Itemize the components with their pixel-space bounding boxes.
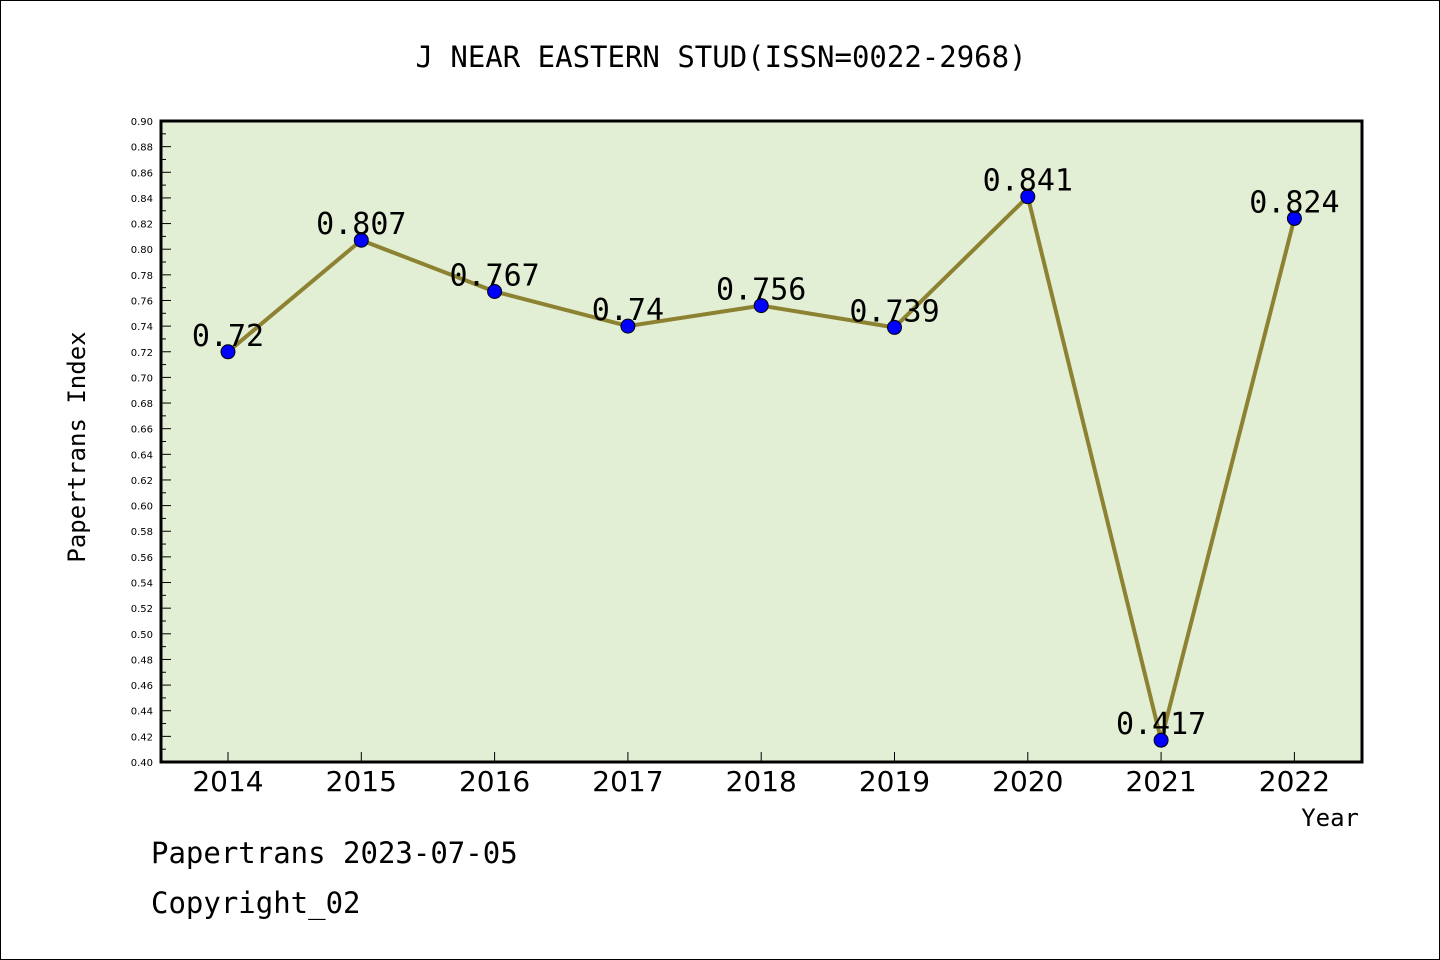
y-tick-label: 0.66 xyxy=(131,425,153,436)
x-tick-label: 2015 xyxy=(326,765,397,798)
data-point xyxy=(220,344,236,360)
y-tick-label: 0.70 xyxy=(131,373,153,384)
data-label: 0.74 xyxy=(592,293,664,328)
data-label: 0.72 xyxy=(192,319,264,354)
y-tick-label: 0.68 xyxy=(131,399,153,410)
x-tick-label: 2017 xyxy=(592,765,663,798)
data-point xyxy=(487,284,503,300)
y-tick-label: 0.88 xyxy=(131,143,153,154)
footer-copyright-line: Copyright_02 xyxy=(151,886,361,920)
y-tick-label: 0.58 xyxy=(131,527,153,538)
y-tick-label: 0.46 xyxy=(131,681,153,692)
y-tick-label: 0.44 xyxy=(131,707,153,718)
data-point xyxy=(1020,189,1036,205)
y-tick-label: 0.42 xyxy=(131,732,153,743)
data-label: 0.756 xyxy=(716,273,806,308)
x-tick-label: 2022 xyxy=(1259,765,1330,798)
y-tick-label: 0.48 xyxy=(131,655,153,666)
plot-area xyxy=(161,121,1362,762)
data-point xyxy=(753,298,769,314)
y-tick-label: 0.72 xyxy=(131,348,153,359)
footer-date-line: Papertrans 2023-07-05 xyxy=(151,836,518,870)
y-tick-label: 0.90 xyxy=(131,117,153,128)
data-point xyxy=(353,232,369,248)
x-tick-label: 2014 xyxy=(192,765,263,798)
x-tick-label: 2019 xyxy=(859,765,930,798)
y-tick-label: 0.40 xyxy=(131,758,153,769)
x-axis-label: Year xyxy=(1301,804,1359,832)
data-point xyxy=(1286,210,1302,226)
x-tick-label: 2016 xyxy=(459,765,530,798)
data-point xyxy=(887,319,902,335)
y-tick-label: 0.52 xyxy=(131,604,153,615)
y-axis-label: Papertrans Index xyxy=(63,331,91,562)
y-tick-label: 0.64 xyxy=(131,450,153,461)
data-label: 0.824 xyxy=(1249,185,1339,220)
y-tick-label: 0.60 xyxy=(131,502,153,513)
y-tick-label: 0.54 xyxy=(131,579,153,590)
x-tick-label: 2021 xyxy=(1125,765,1196,798)
data-series: 0.72 0.807 0.767 0.74 0.756 0.739 0.841 0.417 0.… xyxy=(192,164,1340,748)
data-label: 0.767 xyxy=(449,259,539,294)
data-label: 0.739 xyxy=(849,294,939,329)
y-tick-label: 0.86 xyxy=(131,168,153,179)
data-label: 0.417 xyxy=(1116,707,1206,742)
data-point xyxy=(620,318,636,334)
y-tick-label: 0.84 xyxy=(131,194,153,205)
data-point xyxy=(1153,732,1169,748)
y-tick-label: 0.50 xyxy=(131,630,153,641)
y-tick-label: 0.80 xyxy=(131,245,153,256)
y-tick-label: 0.62 xyxy=(131,476,153,487)
y-tick-label: 0.82 xyxy=(131,220,153,231)
y-tick-label: 0.76 xyxy=(131,296,153,307)
plot-frame xyxy=(159,119,1364,764)
x-axis: 2014 2015 2016 2017 2018 2019 2020 2021 2022 xyxy=(192,752,1330,798)
x-tick-label: 2020 xyxy=(992,765,1063,798)
data-label: 0.841 xyxy=(983,164,1073,199)
y-tick-label: 0.74 xyxy=(131,322,153,333)
chart-title: J NEAR EASTERN STUD(ISSN=0022-2968) xyxy=(415,40,1026,74)
y-tick-label: 0.78 xyxy=(131,271,153,282)
x-tick-label: 2018 xyxy=(726,765,797,798)
y-tick-label: 0.56 xyxy=(131,553,153,564)
data-label: 0.807 xyxy=(316,207,406,242)
